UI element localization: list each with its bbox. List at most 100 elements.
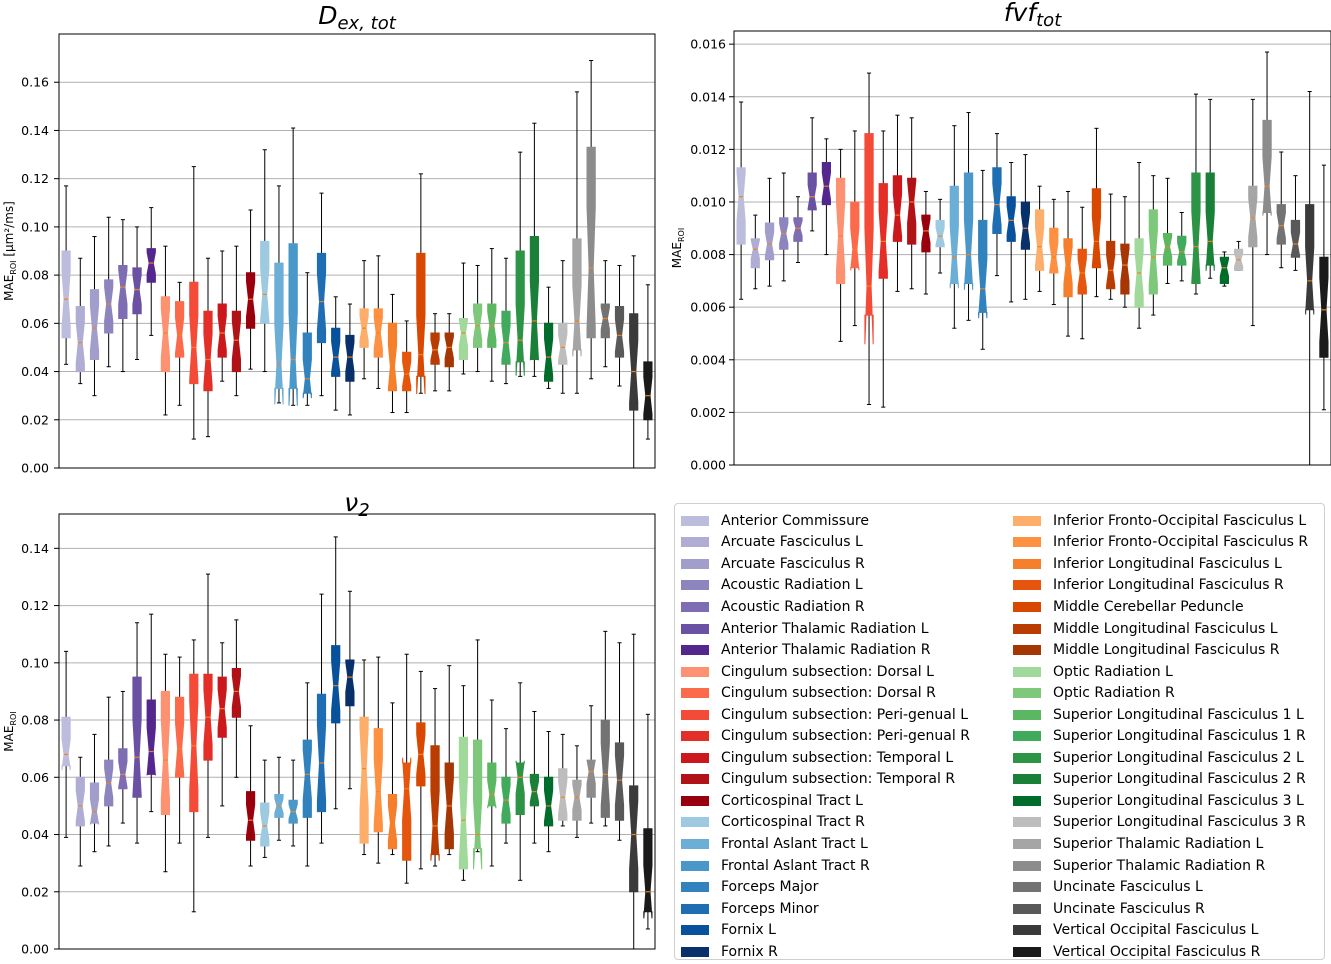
y-tick-label: 0.02 [21,884,49,899]
box-8 [836,148,846,342]
box-2 [750,214,760,290]
legend-item: Acoustic Radiation R [681,596,970,618]
panel-nu2: 0.00 0.02 0.04 0.06 0.08 0.10 0.12 0.14 ν2 MAEROI [2,488,656,957]
box-1 [736,101,746,300]
legend-label: Anterior Commissure [721,512,869,529]
legend-swatch [681,925,709,936]
y-tick-label: 0.12 [21,598,49,613]
box-15 [260,759,270,858]
box-body [302,332,312,399]
legend-swatch [1013,688,1041,699]
box-body [501,310,511,365]
box-9 [175,281,185,406]
box-29 [1134,162,1144,329]
y-axis-label: MAEROI [670,228,686,268]
legend-item: Optic Radiation R [1013,682,1308,704]
box-body [643,361,653,421]
legend-item: Superior Longitudinal Fasciculus 3 L [1013,790,1308,812]
box-body [1077,248,1087,295]
legend-item: Inferior Fronto-Occipital Fasciculus R [1013,532,1308,554]
y-tick-label: 0.06 [21,770,49,785]
box-body [430,745,440,861]
legend-swatch [1013,537,1041,548]
box-body [558,768,568,821]
box-body [402,757,412,861]
box-24 [1063,190,1073,337]
box-41 [1305,90,1315,466]
legend-label: Fornix R [721,943,778,960]
legend-label: Acoustic Radiation L [721,577,863,594]
box-body [558,322,568,365]
box-body [203,310,213,392]
legend-swatch [681,688,709,699]
legend-swatch [681,558,709,569]
box-25 [1077,206,1087,340]
legend-item: Frontal Aslant Tract L [681,833,970,855]
legend-swatch [681,515,709,526]
box-body [373,728,383,833]
box-body [387,794,398,850]
box-body [274,262,284,405]
legend-item: Forceps Major [681,876,970,898]
legend-label: Cingulum subsection: Peri-genual R [721,728,970,745]
y-tick-label: 0.14 [21,123,49,138]
legend-swatch [681,666,709,677]
legend-swatch [681,903,709,914]
box-40 [614,264,625,387]
box-body [515,760,525,815]
box-39 [1276,151,1286,269]
box-11 [878,130,888,408]
box-2 [75,756,85,867]
box-22 [359,659,369,856]
box-17 [963,112,974,321]
box-1 [61,650,71,838]
box-11 [203,573,213,838]
box-body [907,177,917,245]
legend-label: Forceps Major [721,879,819,896]
legend-swatch [1013,580,1041,591]
y-tick-label: 0.016 [690,37,726,52]
legend-item: Uncinate Fasciculus L [1013,876,1308,898]
box-body [878,183,888,279]
box-10 [864,72,874,406]
box-body [921,214,931,253]
legend-label: Superior Longitudinal Fasciculus 3 R [1053,814,1306,831]
legend-item: Inferior Longitudinal Fasciculus L [1013,553,1308,575]
box-body [345,659,355,707]
legend-label: Arcuate Fasciculus L [721,534,863,551]
box-body [1219,256,1229,284]
box-body [614,742,625,821]
box-body [992,167,1002,234]
box-body [1063,238,1073,298]
box-17 [288,127,298,406]
box-body [529,236,539,361]
box-body [1091,188,1102,269]
y-tick-label: 0.08 [21,713,49,728]
box-body [736,167,746,245]
legend-label: Corticospinal Tract R [721,814,865,831]
panel-fvf-tot: 0.000 0.002 0.004 0.006 0.008 0.010 0.012 0.014… [670,0,1331,473]
legend-label: Cingulum subsection: Dorsal R [721,685,936,702]
legend-swatch [1013,752,1041,763]
box-19 [992,133,1002,277]
box-14 [246,209,256,370]
y-axis-label: MAEROI [2,711,18,751]
legend-swatch [681,860,709,871]
legend-label: Corticospinal Tract L [721,792,863,809]
box-39 [600,630,610,827]
legend-item: Middle Cerebellar Peduncle [1013,596,1308,618]
box-9 [175,656,185,844]
box-22 [359,260,369,380]
box-body [175,696,185,778]
box-body [1177,235,1187,266]
legend-swatch [1013,601,1041,612]
box-body [515,250,525,376]
box-23 [373,656,383,864]
box-23 [373,255,383,389]
box-body [1020,201,1030,250]
box-10 [189,166,199,440]
box-body [586,146,596,339]
y-tick-label: 0.10 [21,219,49,234]
box-28 [1120,196,1130,308]
